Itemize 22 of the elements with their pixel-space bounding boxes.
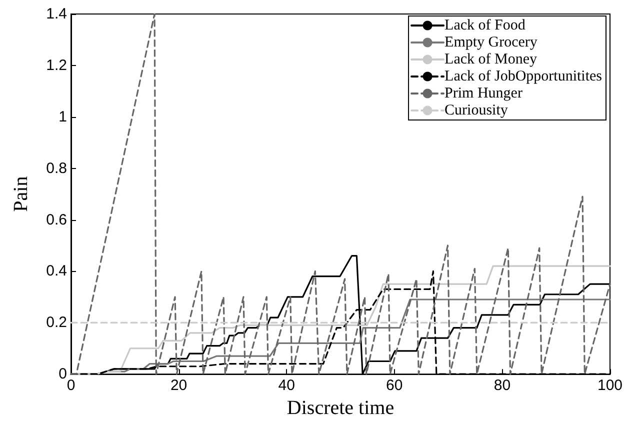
x-tick-label: 80	[494, 377, 511, 394]
legend-label: Prim Hunger	[444, 86, 522, 102]
y-tick-label: 0.8	[46, 160, 67, 177]
x-tick-label: 60	[386, 377, 403, 394]
y-tick-label: 0.2	[46, 314, 67, 332]
legend-label: Lack of JobOpportunitites	[444, 68, 602, 84]
x-tick-label: 20	[170, 377, 188, 394]
y-tick-label: 1.4	[46, 6, 67, 22]
y-tick-label: 0.6	[46, 211, 67, 228]
legend-label: Empty Grocery	[444, 34, 538, 50]
y-tick-label: 0.4	[46, 262, 67, 280]
line-series	[70, 13, 611, 375]
x-tick-label: 40	[278, 377, 295, 394]
y-tick-label: 1	[58, 108, 67, 126]
y-tick-label: 0	[58, 366, 67, 383]
y-tick-label: 1.2	[46, 56, 67, 74]
legend-label: Curiousity	[444, 102, 508, 118]
legend-label: Lack of Food	[444, 18, 526, 34]
x-tick-label: 100	[597, 377, 623, 394]
x-axis-title: Discrete time	[286, 397, 394, 419]
y-axis-title: Pain	[10, 176, 32, 212]
legend-label: Lack of Money	[444, 52, 538, 68]
